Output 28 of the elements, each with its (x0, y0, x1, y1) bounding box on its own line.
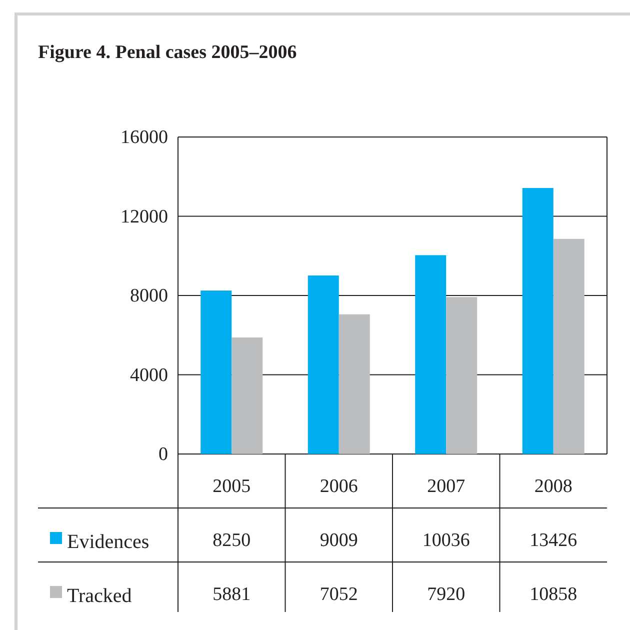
x-tick-label: 2005 (212, 476, 251, 497)
y-tick-label: 16000 (120, 127, 168, 148)
data-label: 5881 (212, 584, 251, 605)
bar (415, 255, 446, 454)
y-tick-label: 4000 (130, 364, 168, 386)
data-label: 7920 (427, 584, 466, 605)
data-label: 8250 (212, 530, 251, 551)
data-label: 9009 (320, 530, 358, 551)
x-tick-label: 2007 (427, 476, 466, 497)
bar (200, 290, 232, 454)
chart-title: Figure 4. Penal cases 2005–2006 (38, 42, 297, 63)
legend-label: Tracked (67, 585, 132, 607)
y-tick-label: 0 (158, 444, 168, 466)
y-tick-label: 8000 (130, 286, 168, 307)
data-label: 10036 (422, 530, 470, 551)
bar (338, 314, 370, 454)
bar (308, 276, 339, 454)
x-tick-label: 2008 (534, 476, 572, 497)
bar (446, 297, 478, 454)
bar (232, 337, 263, 454)
x-tick-label: 2006 (320, 476, 358, 497)
data-label: 7052 (320, 584, 358, 605)
data-label: 13426 (530, 530, 578, 551)
y-tick-label: 12000 (120, 206, 168, 228)
data-label: 10858 (530, 584, 578, 605)
bar (553, 238, 584, 454)
legend-label: Evidences (67, 531, 150, 553)
bar (522, 188, 554, 454)
